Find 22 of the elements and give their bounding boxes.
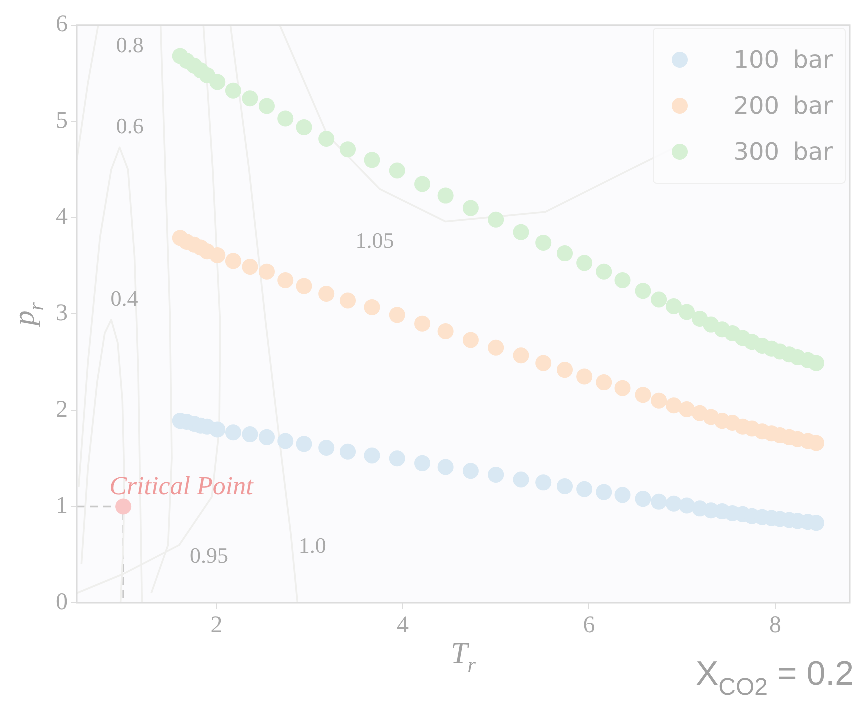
y-axis-title: pr	[8, 302, 48, 328]
y-tick-label: 6	[56, 12, 68, 38]
x-tick-label: 6	[583, 612, 596, 639]
legend-label: 100 bar	[734, 46, 833, 74]
annotation: 1.05	[356, 228, 394, 254]
x-tick-label: 2	[210, 612, 223, 639]
y-tick-label: 5	[56, 108, 68, 134]
y-tick-label: 2	[56, 396, 68, 423]
y-tick-label: 0	[56, 589, 68, 616]
annotation: 0.8	[116, 32, 144, 58]
y-tick-label: 1	[56, 493, 68, 520]
annotation: 0.6	[116, 114, 144, 139]
annotation: 0.4	[110, 286, 138, 311]
y-tick-label: 3	[56, 300, 68, 326]
legend-label: 200 bar	[734, 92, 833, 120]
x-tick-label: 4	[396, 612, 409, 639]
annotation: 1.0	[298, 533, 326, 558]
legend-label: 300 bar	[734, 138, 833, 166]
annotation: Critical Point	[110, 472, 254, 501]
y-tick-label: 4	[56, 204, 68, 230]
annotation: 0.95	[190, 542, 228, 568]
x-tick-label: 8	[769, 612, 782, 639]
